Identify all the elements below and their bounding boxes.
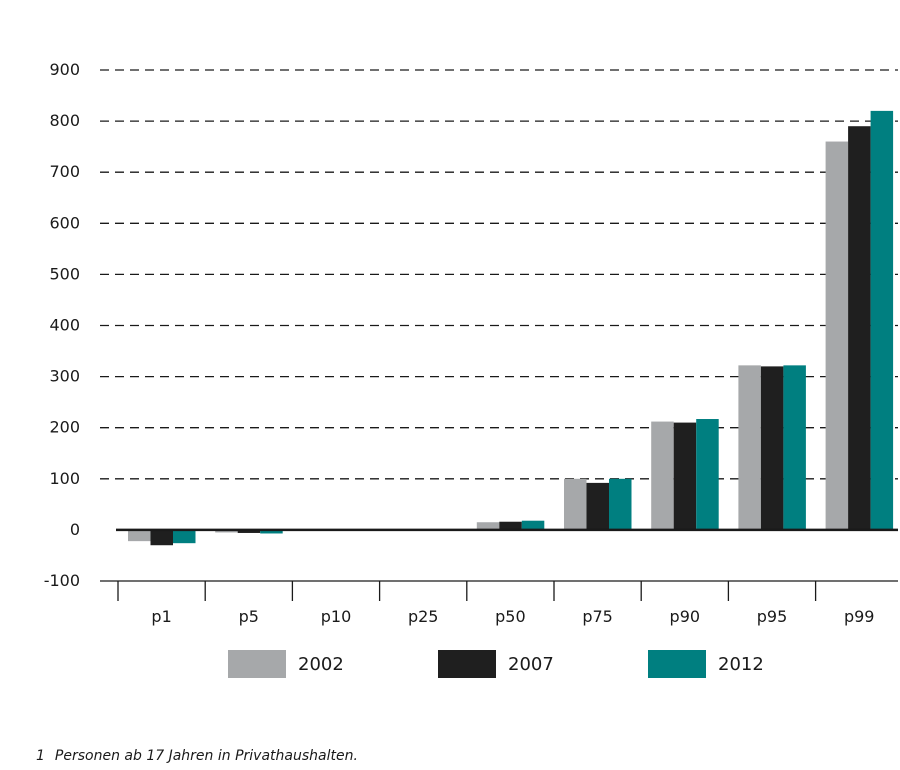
bar-chart: -100 0 100 200 300 400 500 600 700 800 900 p1 p5 p10 p… [44, 60, 898, 626]
bar [870, 110, 894, 530]
y-tick-label: 900 [49, 60, 80, 79]
bar [237, 529, 261, 533]
bar [738, 365, 761, 530]
footnote-text: Personen ab 17 Jahren in Privathaushalte… [54, 748, 358, 764]
bar [696, 419, 719, 530]
y-tick-label: 200 [49, 418, 80, 437]
bar [825, 141, 849, 530]
y-tick-label: 400 [49, 316, 80, 335]
x-tick-label: p50 [495, 607, 526, 626]
x-tick-label: p90 [670, 607, 701, 626]
legend-label-2012: 2012 [718, 653, 764, 675]
y-tick-label: 300 [49, 367, 80, 386]
x-tick-label: p1 [151, 607, 171, 626]
x-tick-label: p95 [757, 607, 788, 626]
x-tick-label: p25 [408, 607, 439, 626]
x-tick-label: p99 [844, 607, 875, 626]
legend-swatch-2007 [438, 650, 496, 678]
bar [760, 366, 784, 530]
y-tick-label: 100 [49, 469, 80, 488]
bar [783, 365, 806, 530]
bar [215, 529, 238, 533]
bar [521, 520, 545, 530]
legend-item-2007: 2007 [438, 650, 554, 678]
bar [673, 422, 697, 530]
bar [150, 529, 173, 546]
footnote: 1 Personen ab 17 Jahren in Privathaushalt… [36, 748, 358, 764]
legend-item-2012: 2012 [648, 650, 764, 678]
bar [499, 521, 522, 530]
legend-label-2007: 2007 [508, 653, 554, 675]
y-tick-label: 700 [49, 162, 80, 181]
legend: 2002 2007 2012 [0, 650, 900, 684]
x-tick-label: p10 [321, 607, 352, 626]
legend-swatch-2012 [648, 650, 706, 678]
x-tick-label: p5 [239, 607, 259, 626]
bar [609, 478, 632, 530]
bar [476, 522, 500, 530]
bar [260, 529, 283, 534]
y-tick-label: -100 [44, 571, 80, 590]
bar [564, 478, 587, 530]
bar [651, 421, 674, 530]
y-tick-label: 600 [49, 213, 80, 232]
footnote-marker: 1 [36, 748, 45, 764]
legend-swatch-2002 [228, 650, 286, 678]
bar [173, 529, 196, 544]
y-tick-label: 500 [49, 264, 80, 283]
bar [128, 529, 151, 542]
y-tick-label: 800 [49, 111, 80, 130]
y-tick-label: 0 [70, 520, 80, 539]
bar [848, 126, 871, 530]
bar [586, 482, 609, 530]
legend-item-2002: 2002 [228, 650, 344, 678]
x-tick-label: p75 [582, 607, 613, 626]
legend-label-2002: 2002 [298, 653, 344, 675]
